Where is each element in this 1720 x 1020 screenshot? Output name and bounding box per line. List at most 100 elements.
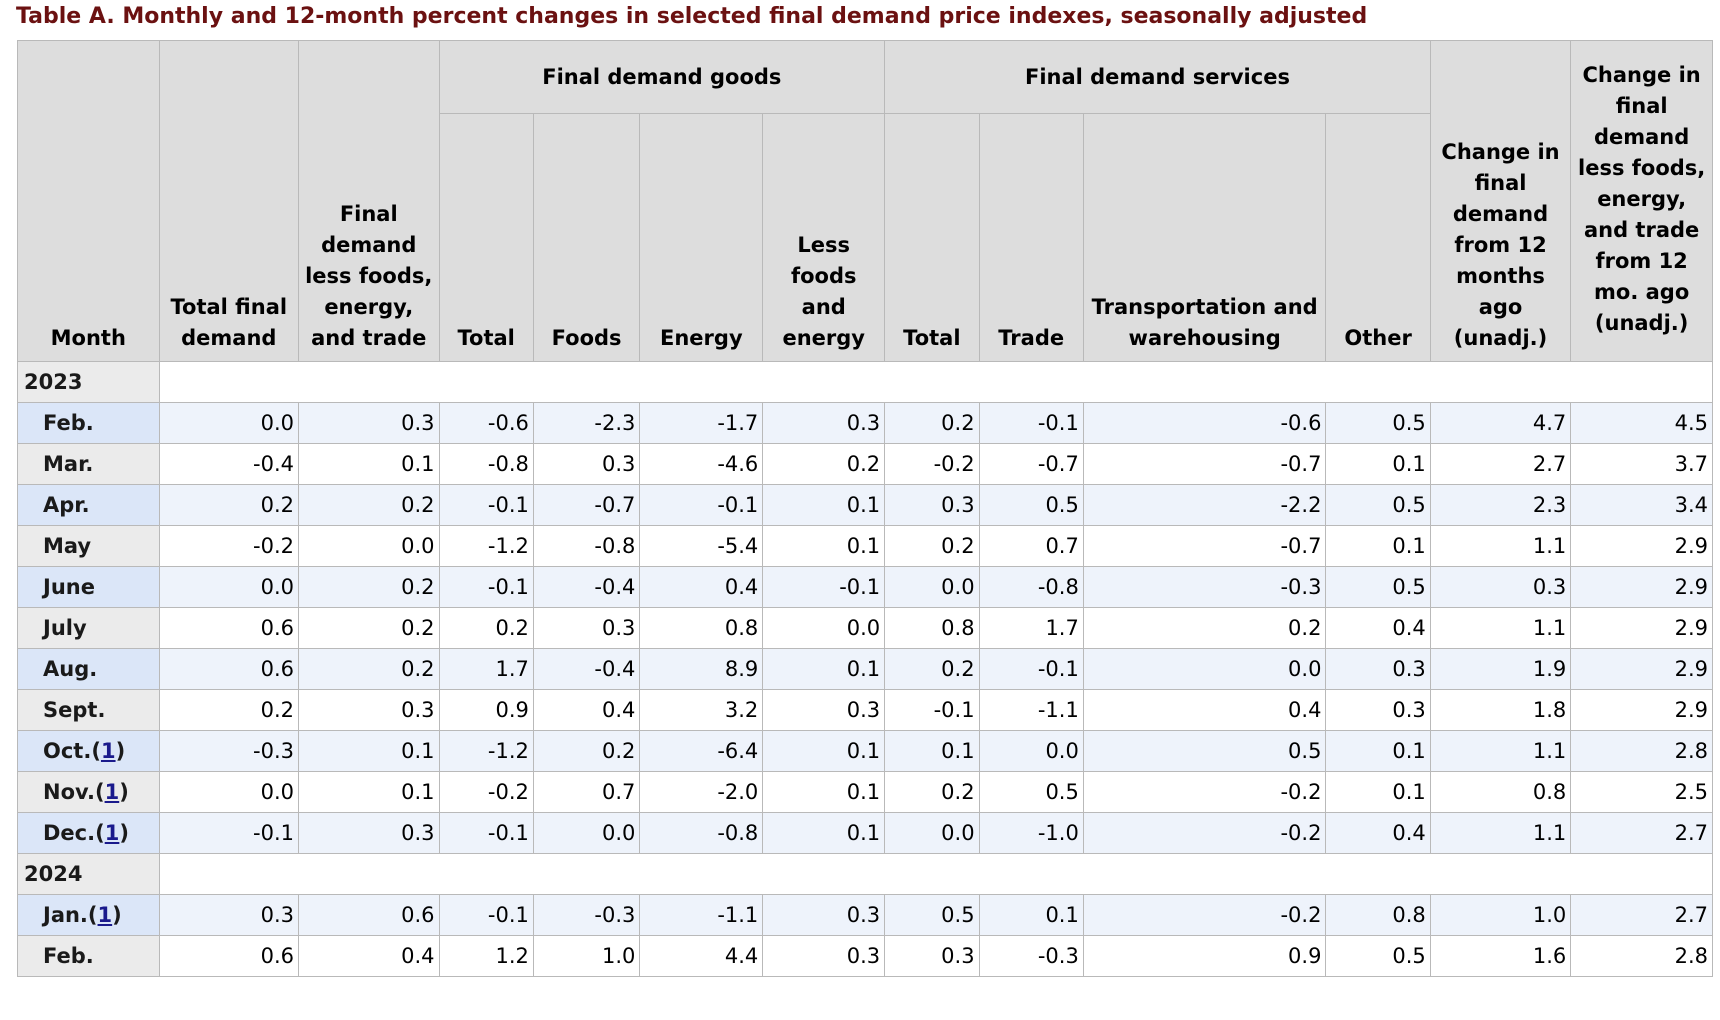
table-row: Feb. 0.6 0.4 1.2 1.0 4.4 0.3 0.3 -0.3 0.9 0.5 1.6 2.…: [17, 935, 1713, 977]
value-cell: -0.1: [158, 812, 300, 854]
month-cell: Dec.(1): [17, 812, 160, 854]
value-cell: -0.7: [1082, 525, 1327, 567]
header-month: Month: [17, 40, 160, 362]
month-label: Mar.: [43, 452, 94, 476]
value-cell: 0.0: [158, 771, 300, 813]
month-label: May: [43, 534, 92, 558]
value-cell: 0.1: [762, 525, 886, 567]
value-cell: -2.3: [532, 402, 641, 444]
table-row: Nov.(1) 0.0 0.1 -0.2 0.7 -2.0 0.1 0.2 0.5 -0.2 0.1…: [17, 771, 1713, 813]
header-services-other: Other: [1325, 113, 1431, 362]
value-cell: -1.7: [639, 402, 764, 444]
value-cell: -0.1: [762, 566, 886, 608]
year-row: 2024: [17, 853, 1714, 895]
value-cell: 4.4: [639, 935, 764, 977]
footnote-link[interactable]: 1: [104, 780, 120, 804]
value-cell: 0.3: [762, 935, 886, 977]
value-cell: -1.2: [438, 525, 534, 567]
value-cell: 0.3: [762, 894, 886, 936]
value-cell: 0.5: [1325, 484, 1431, 526]
value-cell: 0.5: [1082, 730, 1327, 772]
table-row: Aug. 0.6 0.2 1.7 -0.4 8.9 0.1 0.2 -0.1 0.0 0.3 1.9 2…: [17, 648, 1713, 690]
month-cell: Nov.(1): [17, 771, 160, 813]
value-cell: 0.7: [532, 771, 641, 813]
year-label: 2024: [17, 853, 160, 895]
value-cell: 0.1: [762, 730, 886, 772]
table-row: Feb. 0.0 0.3 -0.6 -2.3 -1.7 0.3 0.2 -0.1 -0.6 0.5 4…: [17, 402, 1713, 444]
value-cell: 1.7: [978, 607, 1084, 649]
value-cell: -0.6: [1082, 402, 1327, 444]
value-cell: 0.5: [978, 771, 1084, 813]
header-goods-energy: Energy: [639, 113, 764, 362]
header-goods-less-foods-energy: Less foods and energy: [762, 113, 886, 362]
value-cell: -0.3: [158, 730, 300, 772]
value-cell: 0.0: [762, 607, 886, 649]
value-cell: -5.4: [639, 525, 764, 567]
value-cell: 0.4: [639, 566, 764, 608]
value-cell: -0.7: [532, 484, 641, 526]
value-cell: 0.6: [158, 648, 300, 690]
footnote-paren: ): [115, 739, 126, 763]
month-label: June: [43, 575, 95, 599]
value-cell: 0.2: [298, 648, 440, 690]
footnote-link[interactable]: 1: [104, 821, 120, 845]
value-cell: -0.1: [639, 484, 764, 526]
value-cell: -0.2: [438, 771, 534, 813]
month-label: Oct.: [43, 739, 92, 763]
value-cell: 0.3: [298, 812, 440, 854]
value-cell: 2.9: [1570, 648, 1713, 690]
value-cell: 0.6: [298, 894, 440, 936]
value-cell: 0.0: [158, 402, 300, 444]
value-cell: 0.0: [884, 566, 980, 608]
value-cell: -0.3: [978, 935, 1084, 977]
value-cell: -0.4: [532, 566, 641, 608]
value-cell: 1.7: [438, 648, 534, 690]
value-cell: 2.7: [1429, 443, 1572, 485]
header-goods-foods: Foods: [532, 113, 641, 362]
value-cell: 1.1: [1429, 812, 1572, 854]
month-cell: Aug.: [17, 648, 160, 690]
value-cell: 2.8: [1570, 730, 1713, 772]
value-cell: -0.6: [438, 402, 534, 444]
header-group-services: Final demand services: [884, 40, 1431, 114]
value-cell: -0.2: [1082, 771, 1327, 813]
value-cell: -0.8: [438, 443, 534, 485]
value-cell: 2.7: [1570, 812, 1713, 854]
value-cell: 1.6: [1429, 935, 1572, 977]
value-cell: 1.2: [438, 935, 534, 977]
month-label: Aug.: [43, 657, 98, 681]
footnote-paren: (: [91, 739, 101, 763]
value-cell: 0.2: [884, 525, 980, 567]
value-cell: -0.1: [438, 484, 534, 526]
table-body: 2023 Feb. 0.0 0.3 -0.6 -2.3 -1.7 0.3 0.2 -0.1 -0.6…: [17, 361, 1714, 977]
value-cell: -2.2: [1082, 484, 1327, 526]
value-cell: 0.5: [1325, 935, 1431, 977]
value-cell: 1.9: [1429, 648, 1572, 690]
value-cell: 0.2: [884, 402, 980, 444]
value-cell: 0.2: [298, 566, 440, 608]
value-cell: -0.8: [532, 525, 641, 567]
value-cell: 2.9: [1570, 525, 1713, 567]
value-cell: 0.8: [884, 607, 980, 649]
header-change-12-months: Change in final demand from 12 months ag…: [1429, 40, 1572, 362]
footnote-paren: (: [95, 821, 105, 845]
value-cell: 0.6: [158, 935, 300, 977]
value-cell: -0.4: [532, 648, 641, 690]
header-services-transport: Transportation and warehousing: [1082, 113, 1327, 362]
footnote-link[interactable]: 1: [100, 739, 116, 763]
value-cell: -0.4: [158, 443, 300, 485]
value-cell: 0.0: [298, 525, 440, 567]
table-row: Apr. 0.2 0.2 -0.1 -0.7 -0.1 0.1 0.3 0.5 -2.2 0.5 2.…: [17, 484, 1713, 526]
month-cell: May: [17, 525, 160, 567]
footnote-link[interactable]: 1: [97, 903, 113, 927]
value-cell: 0.1: [762, 484, 886, 526]
value-cell: -1.0: [978, 812, 1084, 854]
table-row: July 0.6 0.2 0.2 0.3 0.8 0.0 0.8 1.7 0.2 0.4 1.1 2.9: [17, 607, 1713, 649]
month-label: Sept.: [43, 698, 106, 722]
value-cell: 0.5: [884, 894, 980, 936]
table-row: May -0.2 0.0 -1.2 -0.8 -5.4 0.1 0.2 0.7 -0.7 0.1 1.…: [17, 525, 1713, 567]
value-cell: 0.2: [884, 648, 980, 690]
value-cell: 3.7: [1570, 443, 1713, 485]
value-cell: 1.1: [1429, 607, 1572, 649]
value-cell: 0.3: [1325, 648, 1431, 690]
